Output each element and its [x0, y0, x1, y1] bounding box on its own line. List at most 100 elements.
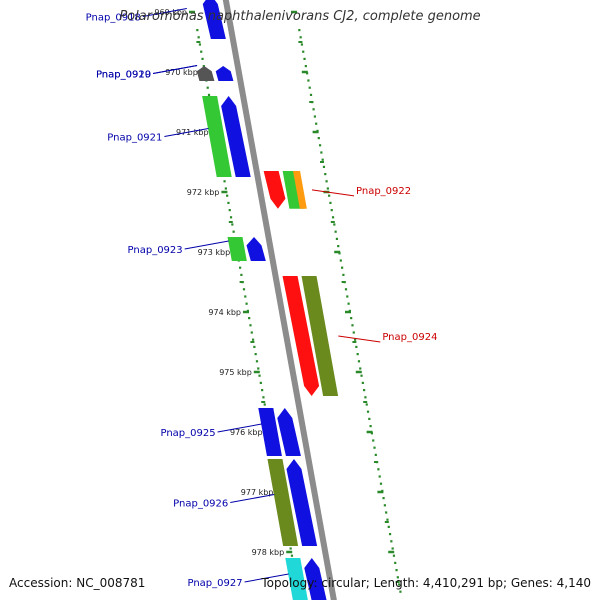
- boundary-dot: [250, 331, 253, 334]
- boundary-dot: [302, 50, 305, 53]
- boundary-dot: [365, 403, 368, 406]
- boundary-dot: [206, 86, 209, 89]
- boundary-dot: [325, 180, 328, 183]
- boundary-dot: [262, 396, 265, 399]
- boundary-dot: [196, 29, 199, 32]
- boundary-dot: [226, 194, 229, 197]
- scale-label: 974 kbp: [208, 308, 241, 317]
- gene-features: [196, 0, 339, 600]
- scale-label: 969 kbp: [154, 8, 187, 17]
- gene-feature[interactable]: [227, 237, 247, 261]
- boundary-dot: [364, 396, 367, 399]
- gene-feature[interactable]: [202, 0, 226, 39]
- boundary-dot: [298, 29, 301, 32]
- gene-label[interactable]: Pnap_0920: [96, 70, 151, 81]
- boundary-dot: [259, 381, 262, 384]
- boundary-dot: [329, 201, 332, 204]
- gene-feature[interactable]: [215, 66, 234, 81]
- boundary-dot: [333, 223, 336, 226]
- boundary-dot: [339, 259, 342, 262]
- boundary-dot: [388, 533, 392, 536]
- accession-label: Accession: NC_008781: [9, 576, 146, 590]
- label-leader-line: [338, 335, 381, 343]
- boundary-dot: [317, 137, 320, 140]
- gene-feature[interactable]: [285, 558, 309, 600]
- boundary-dot: [308, 86, 311, 89]
- boundary-dot: [244, 295, 247, 298]
- boundary-dot: [378, 475, 381, 478]
- gene-feature[interactable]: [258, 408, 282, 456]
- boundary-dot: [387, 525, 390, 528]
- genome-summary: Topology: circular; Length: 4,410,291 bp…: [261, 576, 591, 590]
- gene-label[interactable]: Pnap_0923: [128, 245, 183, 256]
- boundary-dot: [197, 36, 200, 39]
- boundary-dot: [394, 561, 397, 564]
- boundary-dot: [359, 367, 362, 370]
- boundary-dot: [377, 468, 380, 471]
- gene-feature[interactable]: [263, 171, 286, 209]
- gene-label[interactable]: Pnap_0921: [107, 133, 162, 144]
- boundary-dot: [207, 93, 211, 96]
- boundary-dot: [386, 518, 389, 521]
- gene-label[interactable]: Pnap_0927: [187, 578, 242, 589]
- gene-label[interactable]: Pnap_0924: [382, 332, 437, 343]
- gene-feature[interactable]: [267, 459, 299, 546]
- boundary-dot: [245, 302, 248, 305]
- boundary-dot: [372, 439, 375, 442]
- gene-feature[interactable]: [277, 408, 301, 456]
- gene-label[interactable]: Pnap_0919: [96, 70, 151, 81]
- boundary-dot: [306, 72, 309, 75]
- boundary-dot: [379, 482, 383, 485]
- boundary-dot: [304, 65, 307, 68]
- label-leader-line: [152, 65, 198, 74]
- boundary-dot: [396, 576, 399, 579]
- gene-feature[interactable]: [286, 459, 318, 546]
- boundary-dot: [346, 295, 349, 298]
- boundary-dot: [342, 273, 345, 276]
- gene-feature[interactable]: [246, 237, 266, 261]
- boundary-dot: [330, 209, 333, 212]
- boundary-dot: [353, 338, 357, 341]
- boundary-dot: [309, 93, 313, 96]
- label-leader-line: [311, 189, 355, 197]
- boundary-dot: [350, 317, 353, 320]
- boundary-dot: [321, 158, 324, 161]
- gene-feature[interactable]: [196, 66, 215, 81]
- gene-label[interactable]: Pnap_0922: [356, 186, 411, 197]
- boundary-dot: [355, 345, 358, 348]
- boundary-dot: [363, 389, 366, 392]
- gene-feature[interactable]: [301, 276, 339, 396]
- boundary-dot: [320, 151, 323, 154]
- boundary-dot: [391, 547, 394, 550]
- boundary-dot: [231, 223, 234, 226]
- boundary-dot: [290, 554, 294, 557]
- boundary-dot: [395, 569, 398, 572]
- boundary-dot: [374, 453, 377, 456]
- scale-label: 977 kbp: [241, 488, 274, 497]
- gene-feature[interactable]: [221, 96, 251, 177]
- gene-label[interactable]: Pnap_0925: [160, 428, 215, 439]
- boundary-dot: [303, 57, 306, 60]
- boundary-dot: [357, 360, 361, 363]
- boundary-dot: [390, 540, 393, 543]
- scale-label: 976 kbp: [230, 428, 263, 437]
- gene-label[interactable]: Pnap_0926: [173, 499, 228, 510]
- label-leader-line: [164, 128, 209, 137]
- boundary-dot: [224, 187, 227, 190]
- boundary-dot: [300, 43, 304, 46]
- boundary-dot: [331, 216, 335, 219]
- boundary-dot: [392, 554, 396, 557]
- boundary-dot: [373, 446, 376, 449]
- gene-label[interactable]: Pnap_0918: [86, 13, 141, 24]
- gene-feature[interactable]: [304, 558, 328, 600]
- boundary-dot: [198, 43, 202, 46]
- boundary-dot: [248, 317, 251, 320]
- boundary-dot: [249, 324, 252, 327]
- gene-feature[interactable]: [202, 96, 232, 177]
- boundary-dot: [255, 360, 259, 363]
- gene-feature[interactable]: [282, 276, 320, 396]
- scale-label: 978 kbp: [252, 548, 285, 557]
- gene-feature[interactable]: [293, 171, 307, 209]
- boundary-dot: [261, 389, 264, 392]
- boundary-dot: [263, 403, 266, 406]
